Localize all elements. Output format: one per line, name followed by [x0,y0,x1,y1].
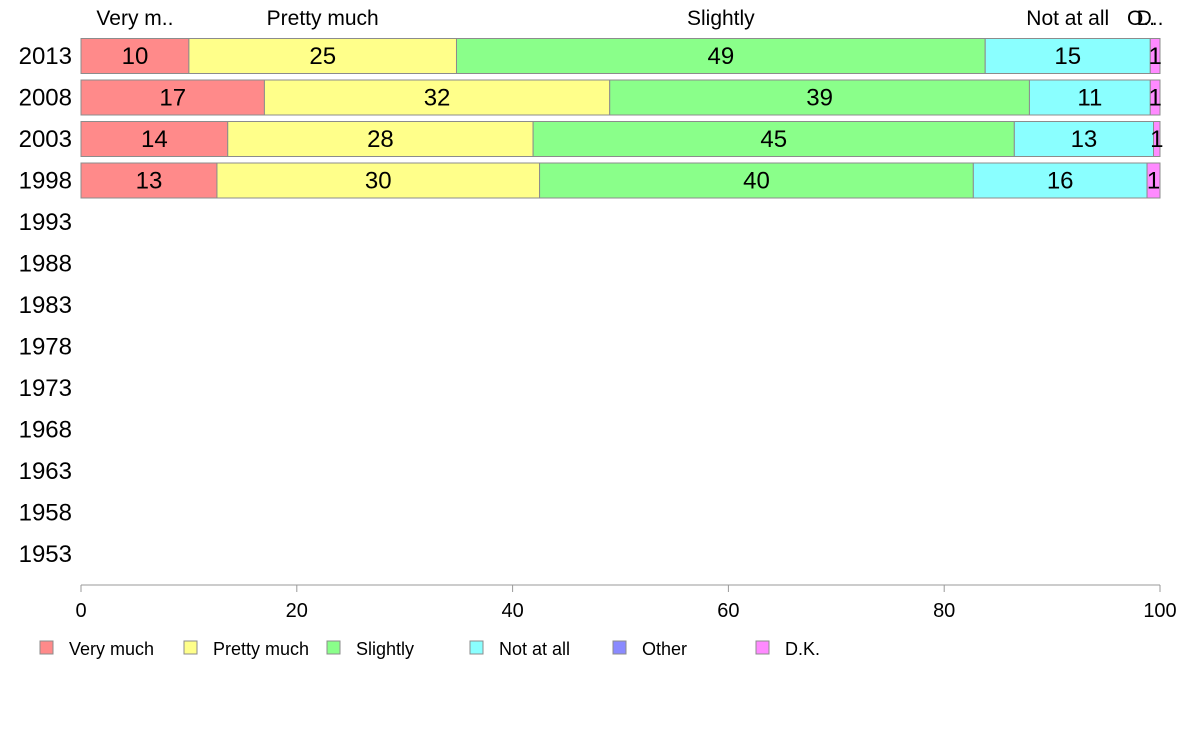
x-tick-label: 100 [1143,600,1176,622]
bar-value-label: 39 [806,85,833,112]
legend-swatch [469,640,484,655]
bar-value-label: 49 [707,43,734,70]
top-series-label: D.. [1137,7,1164,30]
bar-segment [1149,79,1161,116]
bar-segment [1149,38,1161,74]
year-label: 1968 [19,417,72,444]
top-series-label: Very m.. [96,7,173,30]
bar-segment [80,162,218,199]
bar-segment [188,38,457,74]
bar-value-label: 13 [136,168,163,195]
bar-segment [80,79,265,116]
bar-value-label: 1 [1147,168,1160,195]
bar-value-label: 1 [1150,126,1163,153]
bar-segment [1013,121,1155,157]
bar-segment [1028,79,1151,116]
bar-value-label: 10 [122,43,149,70]
top-series-label: Slightly [687,7,755,30]
legend-swatch [326,640,341,655]
bar-value-label: 25 [309,43,336,70]
year-label: 1978 [19,334,72,361]
bar-segment [80,38,190,74]
bar-segment [80,121,229,157]
legend-swatch [183,640,198,655]
year-label: 1973 [19,375,72,402]
legend-label: Other [642,639,687,659]
bar-value-label: 1 [1148,43,1161,70]
bar-segment [539,162,974,199]
bar-value-label: 45 [760,126,787,153]
year-label: 1988 [19,251,72,278]
year-label: 1993 [19,209,72,236]
bar-segment [1153,121,1161,157]
legend-label: Pretty much [213,639,309,659]
bar-segment [263,79,611,116]
bar-segment [1146,162,1161,199]
bar-value-label: 30 [365,168,392,195]
bar-value-label: 28 [367,126,394,153]
legend-label: Very much [69,639,154,659]
x-tick-label: 40 [501,600,523,622]
x-tick-label: 80 [933,600,955,622]
bar-value-label: 16 [1047,168,1074,195]
year-label: 2008 [19,85,72,112]
year-label: 2003 [19,126,72,153]
bar-value-label: 15 [1054,43,1081,70]
legend-label: Not at all [499,639,570,659]
legend-label: Slightly [356,639,414,659]
bar-value-label: 13 [1071,126,1098,153]
year-label: 1963 [19,458,72,485]
legend-swatch [612,640,627,655]
top-series-label: Not at all [1026,7,1109,30]
year-label: 1958 [19,500,72,527]
year-label: 1953 [19,541,72,568]
x-tick-label: 0 [75,600,86,622]
bar-segment [455,38,986,74]
x-tick-label: 20 [286,600,308,622]
bar-value-label: 17 [159,85,186,112]
x-tick-label: 60 [717,600,739,622]
bar-value-label: 1 [1148,85,1161,112]
top-series-label: O.. [1127,7,1155,30]
bar-value-label: 32 [424,85,451,112]
legend-swatch [39,640,54,655]
bar-value-label: 14 [141,126,168,153]
top-series-label: Pretty much [267,7,379,30]
legend-label: D.K. [785,639,820,659]
bar-segment [609,79,1030,116]
bar-value-label: 40 [743,168,770,195]
bar-segment [972,162,1148,199]
bar-segment [532,121,1015,157]
legend-swatch [755,640,770,655]
year-label: 2013 [19,43,72,70]
year-label: 1983 [19,292,72,319]
bar-value-label: 11 [1077,85,1102,112]
year-label: 1998 [19,168,72,195]
